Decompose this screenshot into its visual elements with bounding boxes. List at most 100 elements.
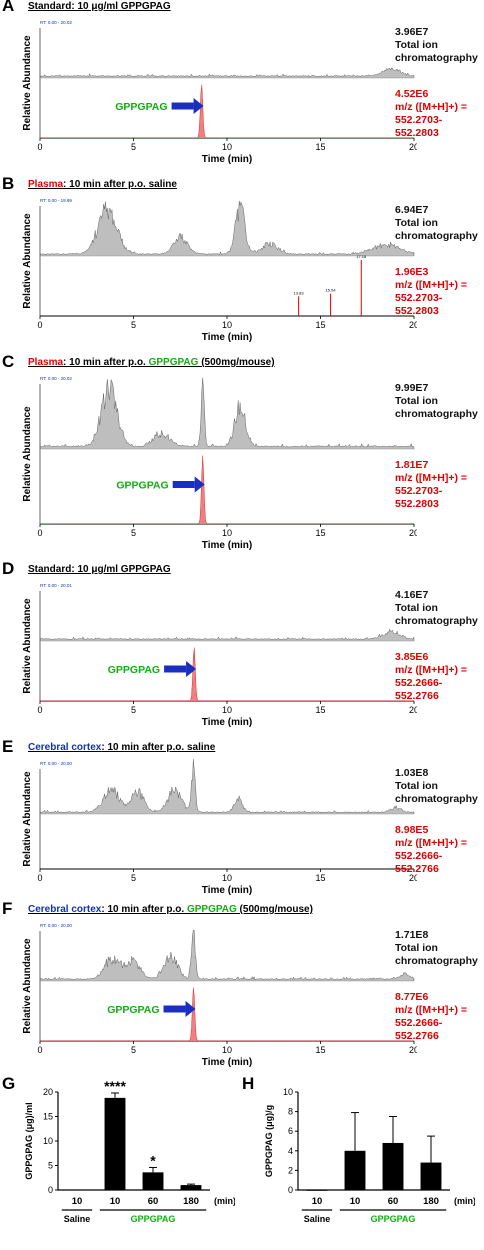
bar	[180, 1185, 202, 1190]
tic-label: Total ion	[395, 602, 438, 614]
tic-label: chromatography	[395, 408, 478, 420]
panel-title: Plasma: 10 min after p.o. saline	[28, 179, 177, 190]
x-tick-label: 20	[409, 1045, 417, 1055]
x-tick-label: 15	[315, 705, 325, 715]
x-tick-label: 15	[315, 528, 325, 538]
tic-label: chromatography	[395, 955, 478, 967]
panel-title: Cerebral cortex: 10 min after p.o. salin…	[28, 742, 215, 753]
xic-label: m/z ([M+H]+) =	[395, 1004, 468, 1016]
category-label: 180	[423, 1196, 439, 1207]
category-label: 10	[312, 1196, 323, 1207]
panel-c: C Plasma: 10 min after p.o. GPPGPAG (500m…	[0, 352, 484, 556]
rt-range-label: RT: 0.00 - 20.02	[40, 376, 72, 381]
x-tick-label: 5	[131, 705, 136, 715]
unit-label: (min)	[454, 1196, 475, 1206]
xic-max: 8.98E5	[395, 824, 429, 836]
category-label: 60	[148, 1196, 159, 1207]
panel-d: D Standard: 10 μg/ml GPPGPAG RT: 0.00 - 20…	[0, 559, 484, 733]
bar	[306, 1190, 328, 1191]
panel-title: Standard: 10 μg/ml GPPGPAG	[28, 1, 171, 12]
title-part: GPPGPAG	[148, 357, 199, 368]
x-tick-label: 0	[37, 142, 42, 152]
xic-peak-label: 17.18	[356, 254, 367, 259]
arrow-label: GPPGPAG	[116, 480, 168, 492]
panel-title: Cerebral cortex: 10 min after p.o. GPPGP…	[28, 904, 313, 915]
panel-f: F Cerebral cortex: 10 min after p.o. GPPG…	[0, 899, 484, 1073]
x-tick-label: 10	[222, 528, 232, 538]
rt-range-label: RT: 0.00 - 20.00	[40, 923, 72, 928]
y-tick-label: 0	[48, 1185, 53, 1195]
x-tick-label: 10	[222, 873, 232, 883]
x-tick-label: 0	[37, 528, 42, 538]
tic-trace	[39, 759, 415, 814]
x-axis-label: Time (min)	[202, 540, 252, 551]
title-part: (500mg/mouse)	[236, 904, 313, 915]
tic-max: 4.16E7	[395, 589, 429, 601]
panel-letter: A	[2, 0, 15, 15]
rt-range-label: RT: 0.00 - 20.00	[40, 761, 72, 766]
arrow-label: GPPGPAG	[115, 101, 167, 113]
x-tick-label: 5	[131, 320, 136, 330]
category-label: 10	[350, 1196, 361, 1207]
x-tick-label: 10	[222, 705, 232, 715]
x-tick-label: 15	[315, 1045, 325, 1055]
title-part: (500mg/mouse)	[198, 357, 275, 368]
group-label: GPPGPAG	[371, 1214, 416, 1224]
bar	[420, 1162, 442, 1190]
x-tick-label: 0	[37, 873, 42, 883]
chromatogram: RT: 0.00 - 20.02 Relative Abundance GPPGPA…	[22, 20, 417, 165]
error-bar	[111, 1092, 119, 1098]
chromatogram: RT: 0.00 - 19.99 Relative Abundance 13.83 1…	[22, 198, 417, 343]
chromatogram: RT: 0.00 - 20.01 Relative Abundance GPPGPA…	[22, 583, 417, 728]
tic-label: Total ion	[395, 217, 438, 229]
y-axis-label: Relative Abundance	[22, 213, 33, 309]
x-tick-label: 20	[409, 528, 417, 538]
category-label: 10	[110, 1196, 121, 1207]
y-tick-label: 5	[48, 1161, 53, 1171]
title-part: Standard: 10 μg/ml GPPGPAG	[28, 564, 171, 575]
tic-max: 1.71E8	[395, 929, 429, 941]
error-bar	[149, 1166, 157, 1173]
xic-trace	[39, 84, 415, 139]
xic-trace	[39, 455, 415, 524]
error-bar	[389, 1116, 397, 1143]
tic-label: chromatography	[395, 615, 478, 627]
y-axis-label: Relative Abundance	[22, 771, 33, 867]
y-axis-label: GPPGPAG (μg)/ml	[24, 1102, 34, 1179]
xic-label: m/z ([M+H]+) =	[395, 472, 468, 484]
tic-trace	[39, 929, 415, 981]
x-tick-label: 0	[37, 705, 42, 715]
xic-label: 552.2703-552.2803	[395, 485, 443, 510]
y-tick-label: 4	[288, 1146, 293, 1156]
title-part: GPPGPAG	[186, 904, 237, 915]
xic-max: 8.77E6	[395, 991, 429, 1003]
unit-label: (min)	[214, 1196, 235, 1206]
chromatogram: RT: 0.00 - 20.00 Relative Abundance 0 5 10 15…	[22, 759, 417, 896]
panel-letter: D	[2, 559, 15, 578]
bar-chart: 0 2 4 6 8 10 GPPGPAG (μg)/g 10 10 60 180 (min) Salin…	[264, 1087, 475, 1224]
xic-label: 552.2666-552.2766	[395, 677, 443, 702]
y-tick-label: 0	[288, 1185, 293, 1195]
error-bar	[427, 1135, 435, 1163]
y-tick-label: 6	[288, 1126, 293, 1136]
x-axis-label: Time (min)	[202, 1057, 252, 1068]
panel-letter: H	[242, 1074, 255, 1093]
group-label: Saline	[64, 1214, 91, 1224]
x-tick-label: 15	[315, 142, 325, 152]
panel-letter: C	[2, 352, 15, 371]
y-tick-label: 10	[283, 1087, 293, 1097]
panel-letter: E	[2, 737, 14, 756]
xic-max: 4.52E6	[395, 88, 429, 100]
group-label: GPPGPAG	[131, 1214, 176, 1224]
x-tick-label: 10	[222, 142, 232, 152]
panel-letter: B	[2, 174, 15, 193]
tic-trace	[39, 67, 415, 78]
x-axis-label: Time (min)	[202, 332, 252, 343]
group-label: Saline	[304, 1214, 331, 1224]
y-tick-label: 2	[288, 1165, 293, 1175]
xic-trace	[39, 987, 415, 1042]
title-part: : 10 min after p.o. saline	[63, 179, 177, 190]
tic-label: chromatography	[395, 230, 478, 242]
xic-label: m/z ([M+H]+) =	[395, 101, 468, 113]
x-axis-label: Time (min)	[202, 717, 252, 728]
